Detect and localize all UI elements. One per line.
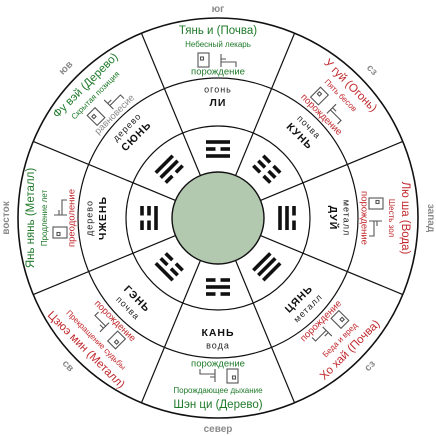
room-icon <box>368 197 384 237</box>
sector-divider <box>260 235 404 296</box>
sector-divider <box>32 235 176 296</box>
room-icon <box>94 311 127 350</box>
compass-west: запад <box>425 204 436 233</box>
sector-trigram-name: ДУЙ <box>327 206 340 231</box>
sector-relation: порождение <box>191 67 245 78</box>
middle-ring <box>77 77 359 359</box>
center-hub <box>171 171 265 265</box>
outer-ring <box>17 17 419 419</box>
sector-element: огонь <box>204 84 232 94</box>
room-icon <box>311 309 350 342</box>
sector-divider <box>235 260 296 404</box>
sector-divider <box>32 140 176 201</box>
inner-ring <box>125 125 311 311</box>
sector-element: вода <box>206 340 230 350</box>
room-icon <box>86 94 125 127</box>
trigram-symbol <box>252 252 282 282</box>
room-icon <box>199 368 239 384</box>
trigram-symbol <box>278 206 296 230</box>
room-icon <box>52 199 68 239</box>
sector-divider <box>140 32 201 176</box>
compass-east: восток <box>1 200 12 234</box>
sector-trigram-name: КАНЬ <box>201 327 234 339</box>
trigram-symbol <box>154 154 184 184</box>
sector-divider <box>140 260 201 404</box>
trigram-symbol <box>252 154 282 184</box>
sector-trigram-name: ЛИ <box>210 97 227 109</box>
trigram-symbol <box>206 278 230 296</box>
compass-north: север <box>204 424 233 435</box>
compass-southeast-marker: юв <box>57 59 75 77</box>
sector-subtitle: Шесть зол <box>387 199 396 238</box>
sector-element: металл <box>342 200 352 236</box>
trigram-symbol <box>154 252 184 282</box>
sector-relation: преодоление <box>67 189 78 247</box>
compass-south: юг <box>212 4 225 15</box>
wheel-rings <box>17 17 419 419</box>
sector-subtitle: Небесный лекарь <box>185 40 251 49</box>
wheel-spokes <box>32 32 404 404</box>
compass-southwest-marker: сз <box>363 359 378 374</box>
sector-divider <box>260 140 404 201</box>
compass-northwest-marker: сз <box>364 63 379 78</box>
sector-subtitle: Порождающее дыхание <box>173 386 263 395</box>
room-icon <box>309 86 342 125</box>
compass-northeast-marker: св <box>60 358 76 374</box>
room-icon <box>197 52 237 68</box>
sector-subtitle: Продление лет <box>40 190 49 247</box>
sector-title: Янь нянь (Металл) <box>25 168 37 268</box>
sector-title: Шэн ци (Дерево) <box>173 399 262 411</box>
sector-trigram-name: ЧЖЕНЬ <box>97 196 109 240</box>
trigram-symbol <box>140 206 158 230</box>
trigram-symbol <box>206 140 230 158</box>
sector-title: Лю ша (Вода) <box>399 182 411 255</box>
sector-relation: порождение <box>358 191 369 245</box>
sector-element: дерево <box>84 200 94 236</box>
sector-title: Тянь и (Почва) <box>179 25 257 37</box>
sector-divider <box>235 32 296 176</box>
sector-relation: порождение <box>191 359 245 370</box>
